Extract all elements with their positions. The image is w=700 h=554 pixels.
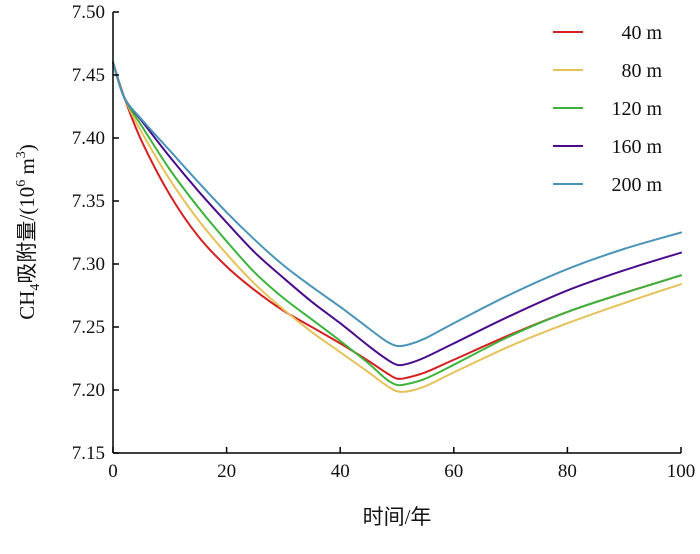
series-line-5 <box>112 61 682 348</box>
y-tick-label: 7.20 <box>72 380 105 401</box>
y-axis-title-sub: 4 <box>28 284 43 291</box>
series-line-2 <box>112 61 682 393</box>
x-axis-title: 时间/年 <box>363 505 432 529</box>
y-axis-title-prefix: CH <box>15 291 39 320</box>
x-tick-label: 60 <box>444 461 463 482</box>
y-tick-label: 7.15 <box>72 443 105 464</box>
x-tick-label: 0 <box>108 461 118 482</box>
y-axis-title: CH4吸附量/(106 m3) <box>14 144 43 320</box>
x-ticks: 0 20 40 60 80 100 <box>108 447 695 482</box>
y-tick-label: 7.25 <box>72 317 105 338</box>
x-tick-label: 100 <box>667 461 696 482</box>
x-tick-label: 40 <box>331 461 350 482</box>
y-axis-title-unit: m <box>15 158 39 180</box>
y-tick-label: 7.30 <box>72 254 105 275</box>
y-tick-label: 7.40 <box>72 128 105 149</box>
y-axis-title-suffix: ) <box>15 144 39 151</box>
axes-layer <box>112 12 681 454</box>
y-tick-label: 7.45 <box>72 65 105 86</box>
legend-label-3: 120 m <box>611 98 662 120</box>
y-axis-title-mid: 吸附量/(10 <box>15 187 39 284</box>
legend: 40 m 80 m 120 m 160 m 200 m <box>553 22 662 196</box>
y-ticks: 7.15 7.20 7.25 7.30 7.35 7.40 7.45 7.50 <box>72 2 119 464</box>
legend-label-1: 40 m <box>621 22 662 44</box>
legend-label-4: 160 m <box>611 136 662 158</box>
series-layer <box>112 61 682 393</box>
y-tick-label: 7.50 <box>72 2 105 23</box>
series-line-3 <box>112 61 682 387</box>
x-tick-label: 20 <box>217 461 236 482</box>
y-axis-title-sup2: 3 <box>14 151 29 158</box>
legend-label-2: 80 m <box>621 60 662 82</box>
y-axis-title-sup1: 6 <box>14 180 29 187</box>
y-tick-label: 7.35 <box>72 191 105 212</box>
series-line-4 <box>112 61 682 367</box>
x-tick-label: 80 <box>558 461 577 482</box>
legend-label-5: 200 m <box>611 174 662 196</box>
